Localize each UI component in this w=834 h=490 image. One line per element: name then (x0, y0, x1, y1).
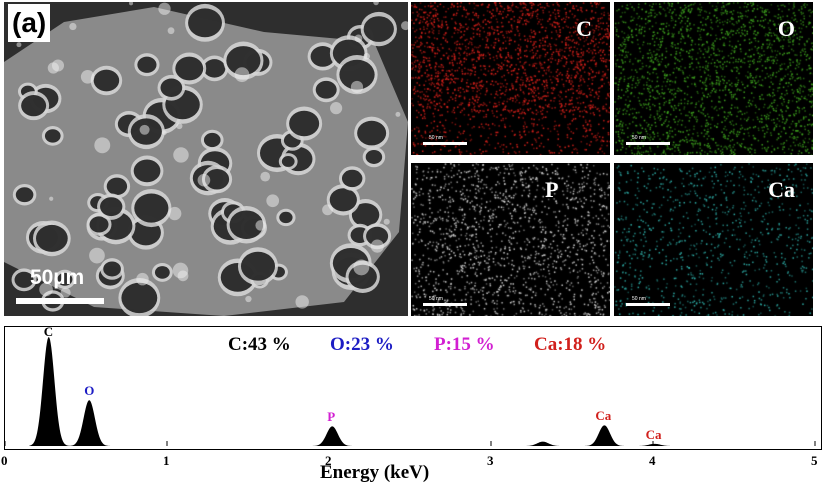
sem-image: (a) 50µm (4, 2, 408, 316)
map-phosphorus: P 50 nm (411, 163, 610, 316)
x-tick-label: 4 (649, 453, 656, 468)
map-scale-label: 50 nm (632, 296, 646, 302)
x-tick-label: 5 (811, 453, 818, 468)
composition-oxygen: O:23 % (330, 334, 394, 355)
peak-label: O (84, 383, 95, 399)
x-tick-label: 0 (1, 453, 8, 468)
composition-calcium: Ca:18 % (534, 334, 607, 355)
eds-spectrum (4, 326, 822, 450)
map-scale-label: 50 nm (632, 135, 646, 141)
map-oxygen: O 50 nm (614, 2, 813, 155)
map-element-label: P (545, 177, 559, 202)
peak-label: Ca (595, 408, 612, 424)
map-scale-label: 50 nm (429, 135, 443, 141)
sem-texture (4, 2, 408, 316)
x-axis-title: Energy (keV) (320, 462, 430, 483)
map-scale-bar (423, 303, 467, 306)
map-scale-bar (423, 142, 467, 145)
sem-scale-label: 50µm (30, 266, 85, 289)
spectrum-plot (5, 337, 816, 446)
x-tick-label: 3 (487, 453, 494, 468)
composition-carbon: C:43 % (228, 334, 291, 355)
peak-label: P (327, 409, 336, 425)
panel-label: (a) (8, 4, 51, 42)
peak-label: Ca (645, 426, 662, 442)
map-element-label: C (576, 16, 592, 41)
map-scale-label: 50 nm (429, 296, 443, 302)
sem-scale-bar (16, 298, 104, 304)
composition-phosphorus: P:15 % (434, 334, 495, 355)
peak-label: C (43, 324, 54, 339)
x-tick-label: 1 (163, 453, 170, 468)
map-scale-bar (626, 303, 670, 306)
map-element-label: Ca (768, 177, 795, 202)
map-scale-bar (626, 142, 670, 145)
x-tick-label: 2 (325, 453, 332, 468)
map-carbon: C 50 nm (411, 2, 610, 155)
spectrum-trace (29, 337, 816, 446)
map-calcium: Ca 50 nm (614, 163, 813, 316)
map-element-label: O (777, 16, 795, 41)
